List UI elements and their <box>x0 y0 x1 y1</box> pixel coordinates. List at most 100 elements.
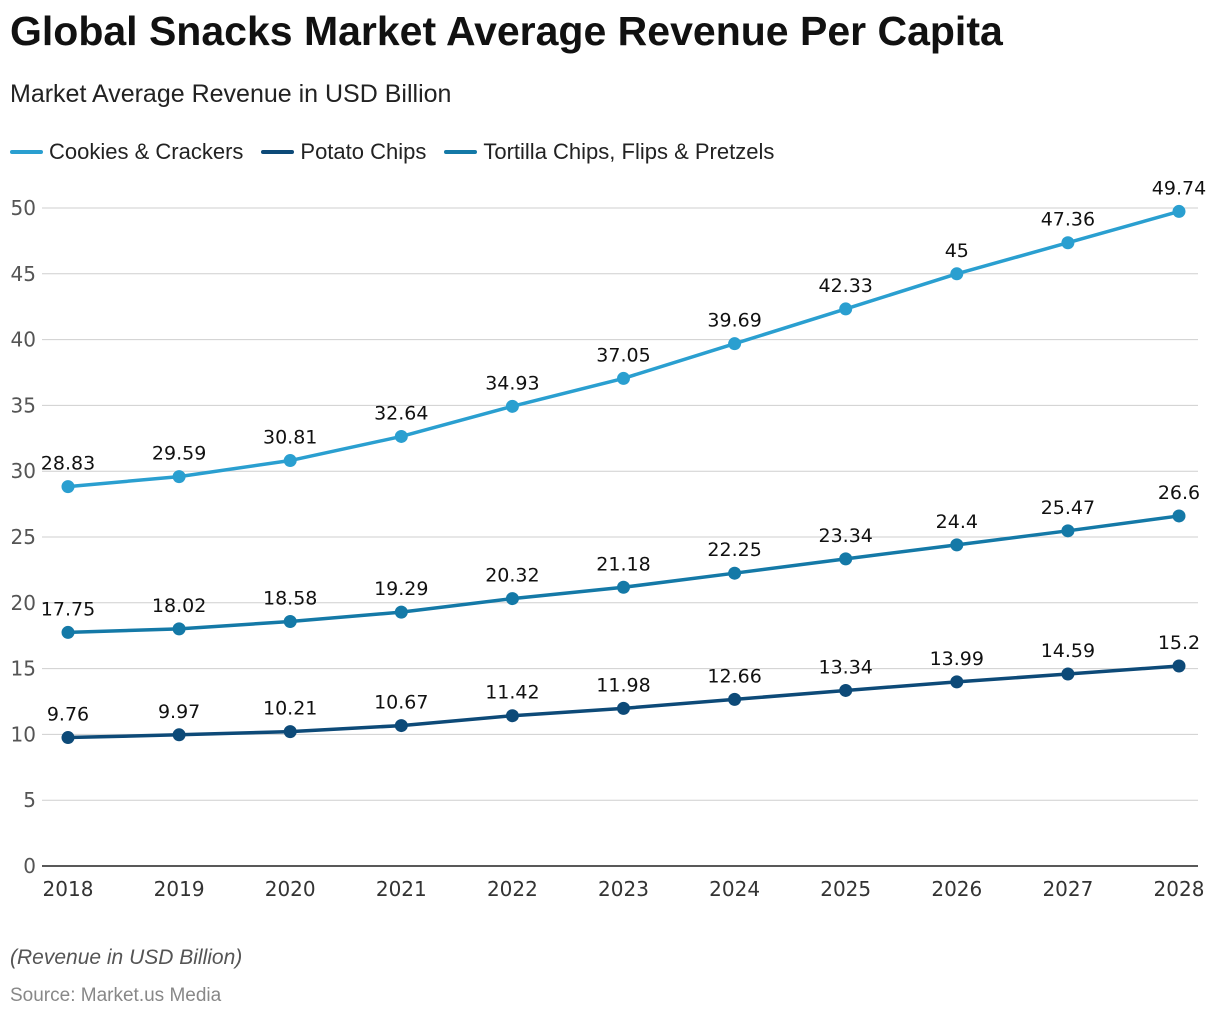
data-point <box>61 731 75 745</box>
x-tick-label: 2027 <box>1042 877 1093 901</box>
data-label: 13.99 <box>930 648 984 670</box>
data-point <box>617 701 630 715</box>
y-tick-label: 40 <box>11 328 36 352</box>
data-point <box>61 480 75 494</box>
y-tick-label: 35 <box>11 393 36 417</box>
data-label: 47.36 <box>1041 209 1095 231</box>
x-tick-label: 2019 <box>154 877 205 901</box>
legend-label-potato-chips: Potato Chips <box>300 139 427 164</box>
y-tick-label: 50 <box>11 196 36 220</box>
data-point <box>950 267 964 281</box>
x-tick-label: 2021 <box>376 877 427 901</box>
data-label: 9.76 <box>47 704 89 726</box>
x-tick-label: 2023 <box>598 877 649 901</box>
data-point <box>1172 659 1186 673</box>
y-tick-label: 45 <box>11 262 36 286</box>
data-label: 22.25 <box>707 539 761 561</box>
data-label: 18.02 <box>152 595 206 617</box>
data-label: 9.97 <box>158 701 200 723</box>
data-label: 32.64 <box>374 402 428 424</box>
data-point <box>172 470 186 484</box>
data-point <box>394 605 408 619</box>
data-label: 28.83 <box>41 453 95 475</box>
data-label: 23.34 <box>818 525 872 547</box>
data-label: 29.59 <box>152 443 206 465</box>
data-label: 11.42 <box>485 682 539 704</box>
legend-label-tortilla-chips: Tortilla Chips, Flips & Pretzels <box>483 139 775 164</box>
data-label: 10.67 <box>374 692 428 714</box>
data-label: 20.32 <box>485 565 539 587</box>
data-label: 37.05 <box>596 344 650 366</box>
data-label: 30.81 <box>263 427 317 449</box>
y-tick-label: 25 <box>11 525 36 549</box>
data-point <box>1172 204 1186 218</box>
data-label: 42.33 <box>818 275 872 297</box>
y-tick-label: 30 <box>11 459 36 483</box>
x-tick-label: 2018 <box>43 877 94 901</box>
data-label: 39.69 <box>707 310 761 332</box>
y-tick-label: 10 <box>11 722 36 746</box>
legend-swatch-cookies-crackers <box>10 150 43 154</box>
data-point <box>617 580 630 594</box>
x-tick-label: 2025 <box>820 877 871 901</box>
data-point <box>728 692 742 706</box>
x-tick-label: 2028 <box>1154 877 1205 901</box>
data-point <box>394 719 408 733</box>
data-point <box>728 337 742 351</box>
y-tick-label: 20 <box>11 591 36 615</box>
data-label: 19.29 <box>374 578 428 600</box>
chart-title: Global Snacks Market Average Revenue Per… <box>10 8 1003 54</box>
legend-item-tortilla-chips: Tortilla Chips, Flips & Pretzels <box>444 139 774 165</box>
data-label: 26.6 <box>1158 482 1200 504</box>
data-point <box>172 728 186 742</box>
data-point <box>283 725 297 739</box>
data-point <box>283 614 297 628</box>
data-label: 11.98 <box>596 674 650 696</box>
data-point <box>950 675 964 689</box>
data-point <box>728 566 742 580</box>
data-label: 24.4 <box>936 511 978 533</box>
y-tick-label: 5 <box>23 788 36 812</box>
chart-subtitle: Market Average Revenue in USD Billion <box>10 80 452 108</box>
data-label: 10.21 <box>263 698 317 720</box>
data-point <box>1061 524 1075 538</box>
data-point <box>1061 667 1075 681</box>
data-point <box>839 302 853 316</box>
data-point <box>1061 236 1075 250</box>
data-point <box>839 683 853 697</box>
x-tick-label: 2024 <box>709 877 760 901</box>
data-label: 18.58 <box>263 587 317 609</box>
data-label: 13.34 <box>818 656 872 678</box>
data-point <box>839 552 853 566</box>
footnote: (Revenue in USD Billion) <box>10 946 243 969</box>
data-point <box>172 622 186 636</box>
y-tick-label: 15 <box>11 657 36 681</box>
legend-swatch-potato-chips <box>261 150 295 154</box>
data-label: 12.66 <box>707 665 761 687</box>
data-point <box>1172 509 1186 523</box>
data-point <box>505 399 519 413</box>
data-label: 49.74 <box>1152 177 1206 199</box>
data-label: 25.47 <box>1041 497 1095 519</box>
data-point <box>950 538 964 552</box>
data-point <box>505 592 519 606</box>
x-tick-label: 2020 <box>265 877 316 901</box>
data-label: 14.59 <box>1041 640 1095 662</box>
data-label: 15.2 <box>1158 632 1200 654</box>
legend-item-potato-chips: Potato Chips <box>261 139 426 165</box>
data-label: 45 <box>945 240 969 262</box>
chart-legend: Cookies & Crackers Potato Chips Tortilla… <box>10 139 792 165</box>
y-tick-label: 0 <box>23 854 36 878</box>
data-point <box>61 625 75 639</box>
data-label: 21.18 <box>596 553 650 575</box>
source-credit: Source: Market.us Media <box>10 985 222 1006</box>
data-point <box>617 371 630 385</box>
data-point <box>505 709 519 723</box>
data-label: 34.93 <box>485 372 539 394</box>
x-tick-label: 2022 <box>487 877 538 901</box>
data-label: 17.75 <box>41 598 95 620</box>
legend-item-cookies-crackers: Cookies & Crackers <box>10 139 243 165</box>
data-point <box>283 454 297 468</box>
x-tick-label: 2026 <box>931 877 982 901</box>
